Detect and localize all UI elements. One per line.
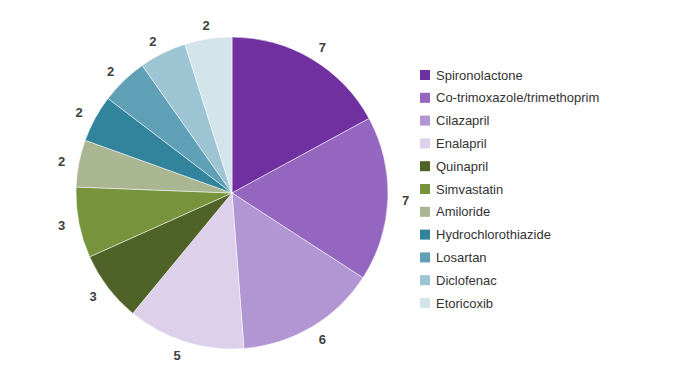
data-label: 2 — [202, 18, 209, 33]
pie — [76, 37, 388, 349]
legend-label: Quinapril — [436, 159, 488, 174]
legend: Spironolactone Co-trimoxazole/trimethopri… — [420, 68, 599, 311]
data-label: 2 — [58, 154, 65, 169]
legend-label: Simvastatin — [436, 182, 503, 197]
pie-slice — [232, 193, 363, 349]
pie-slice — [76, 187, 232, 257]
legend-label: Cilazapril — [436, 113, 490, 128]
legend-label: Enalapril — [436, 136, 487, 151]
legend-swatch — [420, 161, 430, 171]
legend-label: Co-trimoxazole/trimethoprim — [436, 90, 599, 105]
legend-label: Spironolactone — [436, 68, 523, 83]
legend-label: Hydrochlorothiazide — [436, 227, 551, 242]
legend-label: Etoricoxib — [436, 296, 493, 311]
legend-swatch — [420, 93, 430, 103]
legend-label: Losartan — [436, 250, 487, 265]
legend-swatch — [420, 275, 430, 285]
data-label: 7 — [402, 193, 409, 208]
legend-swatch — [420, 184, 430, 194]
legend-swatch — [420, 230, 430, 240]
data-label: 3 — [58, 218, 65, 233]
data-label: 2 — [75, 105, 82, 120]
data-labels: 7 7 6 5 3 3 2 2 2 2 2 — [58, 18, 409, 363]
legend-label: Diclofenac — [436, 273, 497, 288]
legend-swatch — [420, 298, 430, 308]
legend-swatch — [420, 252, 430, 262]
legend-swatch — [420, 207, 430, 217]
data-label: 3 — [90, 289, 97, 304]
data-label: 2 — [149, 34, 156, 49]
data-label: 5 — [173, 348, 180, 363]
legend-swatch — [420, 138, 430, 148]
data-label: 6 — [319, 332, 326, 347]
pie-slice — [185, 37, 232, 193]
legend-label: Amiloride — [436, 204, 490, 219]
legend-swatch — [420, 116, 430, 126]
data-label: 2 — [107, 64, 114, 79]
legend-swatch — [420, 70, 430, 80]
data-label: 7 — [319, 40, 326, 55]
chart: 7 7 6 5 3 3 2 2 2 2 2 Spironolactone Co-trimoxazole/… — [0, 0, 682, 389]
